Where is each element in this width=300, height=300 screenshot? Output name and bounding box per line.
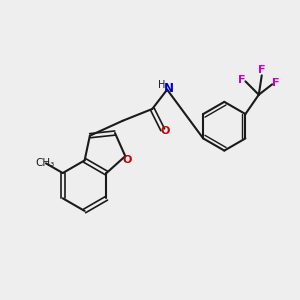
Text: F: F xyxy=(238,75,246,85)
Text: F: F xyxy=(272,78,280,88)
Text: H: H xyxy=(158,80,166,90)
Text: N: N xyxy=(164,82,174,94)
Text: F: F xyxy=(258,65,266,75)
Text: CH₃: CH₃ xyxy=(35,158,54,168)
Text: O: O xyxy=(122,155,131,165)
Text: O: O xyxy=(161,126,170,136)
